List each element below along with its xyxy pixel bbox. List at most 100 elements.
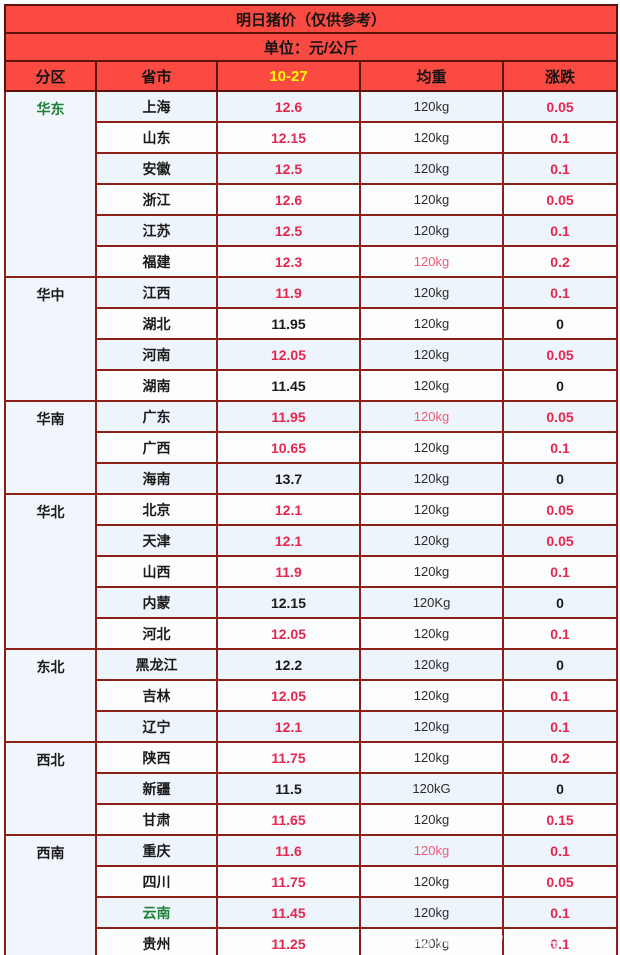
table-row: 华中 江西 11.9 120kg 0.1 — [4, 276, 619, 402]
region-cell: 华北 — [4, 493, 97, 650]
title-row: 明日猪价（仅供参考） — [3, 4, 619, 34]
province-cell: 贵州 — [95, 927, 218, 955]
price-cell: 12.6 — [216, 90, 361, 123]
unit-row: 单位：元/公斤 — [3, 32, 619, 62]
table-row: 西南 重庆 11.6 120kg 0.1 — [4, 834, 619, 955]
change-cell: 0.1 — [501, 896, 619, 929]
table-row: 贵州 11.25 120kg 0.1 — [5, 927, 619, 955]
province-cell: 海南 — [95, 462, 218, 495]
province-cell: 湖南 — [95, 369, 218, 402]
price-cell: 11.75 — [216, 741, 361, 774]
change-cell: 0.05 — [501, 183, 619, 216]
price-cell: 12.05 — [216, 338, 361, 371]
province-cell: 天津 — [95, 524, 218, 557]
table-row: 湖南 11.45 120kg 0 — [5, 369, 619, 402]
table-row: 山西 11.9 120kg 0.1 — [5, 555, 619, 588]
table-row: 西北 陕西 11.75 120kg 0.2 — [4, 741, 619, 836]
weight-cell: 120kg — [359, 121, 504, 154]
province-cell: 辽宁 — [95, 710, 218, 743]
table-row: 海南 13.7 120kg 0 — [5, 462, 619, 495]
price-cell: 12.15 — [216, 121, 361, 154]
change-cell: 0.2 — [501, 245, 619, 278]
price-cell: 12.2 — [216, 648, 361, 681]
price-cell: 12.5 — [216, 152, 361, 185]
province-cell: 江西 — [95, 276, 218, 309]
column-header-change: 涨跌 — [501, 60, 619, 92]
province-cell: 浙江 — [95, 183, 218, 216]
table-row: 广西 10.65 120kg 0.1 — [5, 431, 619, 464]
unit-label: 单位：元/公斤 — [3, 32, 619, 62]
table-row: 四川 11.75 120kg 0.05 — [5, 865, 619, 898]
price-cell: 11.9 — [216, 555, 361, 588]
price-cell: 11.65 — [216, 803, 361, 836]
change-cell: 0 — [501, 307, 619, 340]
pig-price-table: 明日猪价（仅供参考） 单位：元/公斤 分区 省市 10-27 均重 涨跌 华东上… — [3, 4, 619, 955]
table-row: 安徽 12.5 120kg 0.1 — [5, 152, 619, 185]
region-cell: 华东 — [4, 90, 97, 278]
table-row: 湖北 11.95 120kg 0 — [5, 307, 619, 340]
province-cell: 湖北 — [95, 307, 218, 340]
column-header-row: 分区 省市 10-27 均重 涨跌 — [4, 60, 619, 92]
table-row: 云南 11.45 120kg 0.1 — [5, 896, 619, 929]
province-cell: 北京 — [95, 493, 218, 526]
weight-cell: 120kg — [359, 307, 504, 340]
weight-cell: 120kg — [359, 834, 504, 867]
table-row: 甘肃 11.65 120kg 0.15 — [5, 803, 619, 836]
province-cell: 山西 — [95, 555, 218, 588]
province-cell: 新疆 — [95, 772, 218, 805]
table-row: 河北 12.05 120kg 0.1 — [5, 617, 619, 650]
price-cell: 12.1 — [216, 493, 361, 526]
weight-cell: 120kg — [359, 431, 504, 464]
table-row: 浙江 12.6 120kg 0.05 — [5, 183, 619, 216]
weight-cell: 120kg — [359, 710, 504, 743]
weight-cell: 120kg — [359, 648, 504, 681]
weight-cell: 120kg — [359, 152, 504, 185]
table-row: 山东 12.15 120kg 0.1 — [5, 121, 619, 154]
province-cell: 陕西 — [95, 741, 218, 774]
price-cell: 11.95 — [216, 307, 361, 340]
price-cell: 12.15 — [216, 586, 361, 619]
region-cell: 东北 — [4, 648, 97, 743]
province-cell: 吉林 — [95, 679, 218, 712]
weight-cell: 120kg — [359, 369, 504, 402]
column-header-province: 省市 — [95, 60, 218, 92]
province-cell: 安徽 — [95, 152, 218, 185]
change-cell: 0.1 — [501, 121, 619, 154]
weight-cell: 120kg — [359, 741, 504, 774]
change-cell: 0 — [501, 462, 619, 495]
province-cell: 河南 — [95, 338, 218, 371]
column-header-region: 分区 — [4, 60, 97, 92]
change-cell: 0.1 — [501, 152, 619, 185]
table-row: 华南 广东 11.95 120kg 0.05 — [4, 400, 619, 495]
change-cell: 0 — [501, 648, 619, 681]
table-row: 吉林 12.05 120kg 0.1 — [5, 679, 619, 712]
weight-cell: 120kg — [359, 865, 504, 898]
province-cell: 广东 — [95, 400, 218, 433]
table-row: 辽宁 12.1 120kg 0.1 — [5, 710, 619, 743]
weight-cell: 120kg — [359, 679, 504, 712]
province-cell: 广西 — [95, 431, 218, 464]
weight-cell: 120kg — [359, 896, 504, 929]
change-cell: 0.1 — [501, 927, 619, 955]
price-cell: 12.05 — [216, 679, 361, 712]
weight-cell: 120kg — [359, 183, 504, 216]
province-cell: 山东 — [95, 121, 218, 154]
region-cell: 华中 — [4, 276, 97, 402]
change-cell: 0.05 — [501, 493, 619, 526]
price-cell: 12.1 — [216, 710, 361, 743]
region-cell: 华南 — [4, 400, 97, 495]
table-row: 江苏 12.5 120kg 0.1 — [5, 214, 619, 247]
price-cell: 12.1 — [216, 524, 361, 557]
table-row: 福建 12.3 120kg 0.2 — [5, 245, 619, 278]
change-cell: 0.1 — [501, 555, 619, 588]
weight-cell: 120Kg — [359, 586, 504, 619]
change-cell: 0.1 — [501, 214, 619, 247]
change-cell: 0.1 — [501, 276, 619, 309]
change-cell: 0.1 — [501, 710, 619, 743]
price-cell: 13.7 — [216, 462, 361, 495]
province-cell: 江苏 — [95, 214, 218, 247]
price-cell: 11.95 — [216, 400, 361, 433]
price-cell: 12.05 — [216, 617, 361, 650]
weight-cell: 120kg — [359, 462, 504, 495]
